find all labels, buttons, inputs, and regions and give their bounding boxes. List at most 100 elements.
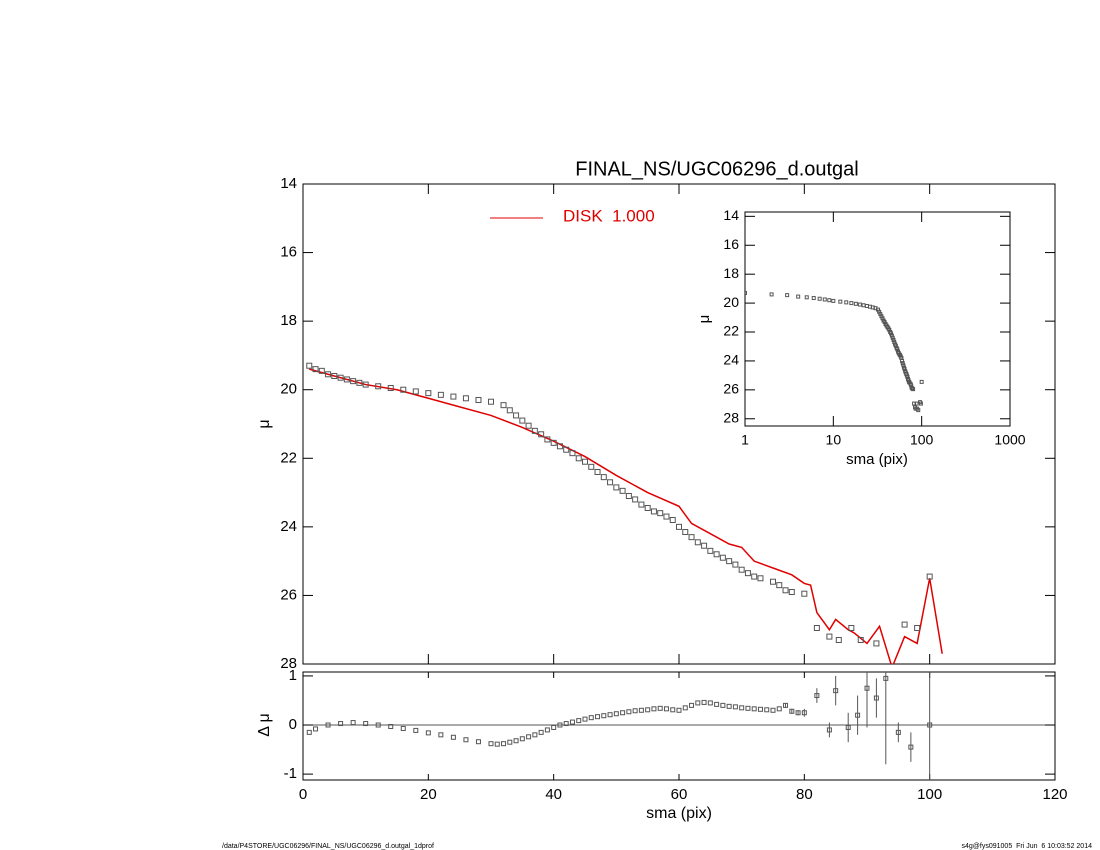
data-point xyxy=(707,547,714,554)
data-point xyxy=(594,469,601,475)
data-point xyxy=(782,587,789,594)
x-tick-label: 60 xyxy=(671,786,688,803)
data-point xyxy=(632,708,638,714)
x-tick-label: 40 xyxy=(545,786,562,803)
data-point xyxy=(914,625,921,631)
y-tick-label: 1 xyxy=(289,667,297,684)
data-point xyxy=(804,295,809,300)
y-tick-label: 18 xyxy=(723,265,739,281)
data-point xyxy=(350,720,356,726)
data-point xyxy=(849,301,854,306)
data-point xyxy=(538,431,545,438)
data-point xyxy=(313,726,319,732)
data-point xyxy=(538,729,544,735)
y-tick-label: -1 xyxy=(284,765,297,782)
data-point xyxy=(544,727,550,733)
model-line xyxy=(309,368,943,664)
legend-label: DISK 1.000 xyxy=(563,206,655,225)
data-point xyxy=(551,724,557,730)
data-point xyxy=(919,379,924,384)
data-point xyxy=(437,391,444,398)
data-point xyxy=(732,561,739,568)
data-point xyxy=(620,710,626,716)
data-point xyxy=(532,732,538,738)
data-point xyxy=(619,487,626,494)
data-point xyxy=(751,573,758,580)
data-point xyxy=(607,479,614,486)
plot-area xyxy=(745,290,924,413)
data-point xyxy=(910,386,915,391)
data-point xyxy=(751,706,757,712)
x-axis-label: sma (pix) xyxy=(646,805,712,822)
data-point xyxy=(764,707,770,713)
data-point xyxy=(513,412,520,419)
data-point xyxy=(400,386,407,393)
plot-frame xyxy=(302,671,1056,781)
data-point xyxy=(817,296,822,301)
data-point xyxy=(626,709,632,715)
data-point xyxy=(770,707,776,713)
data-point xyxy=(343,376,350,383)
data-point xyxy=(613,711,619,717)
y-axis-label: μ xyxy=(256,419,273,428)
data-point xyxy=(857,637,864,643)
data-point xyxy=(814,693,820,699)
data-point xyxy=(918,401,923,406)
data-point xyxy=(563,446,570,453)
data-point xyxy=(883,675,889,681)
data-point xyxy=(488,398,494,405)
data-point xyxy=(776,706,782,712)
data-point xyxy=(689,702,695,708)
y-tick-label: 26 xyxy=(280,586,297,603)
data-point xyxy=(363,721,369,727)
x-tick-label: 1000 xyxy=(994,432,1025,448)
data-point xyxy=(556,443,563,450)
data-point xyxy=(789,708,795,714)
data-point xyxy=(525,422,532,429)
data-point xyxy=(770,578,776,585)
x-tick-label: 100 xyxy=(910,432,934,448)
data-point xyxy=(900,358,905,363)
data-point xyxy=(701,542,708,549)
data-point xyxy=(908,744,914,750)
data-point xyxy=(831,298,836,303)
data-point xyxy=(891,337,896,342)
y-axis-label: Δ μ xyxy=(256,713,273,736)
data-point xyxy=(864,685,870,691)
y-tick-label: 20 xyxy=(280,381,297,398)
data-point xyxy=(644,505,651,511)
data-point xyxy=(901,363,906,368)
data-point xyxy=(625,493,632,499)
data-point xyxy=(911,387,916,392)
data-point xyxy=(857,302,862,307)
footer-stamp: s4g@fys091005 Fri Jun 6 10:03:52 2014 xyxy=(962,843,1093,850)
data-point xyxy=(892,340,897,345)
data-point xyxy=(513,738,519,744)
x-tick-label: 100 xyxy=(917,786,942,803)
data-point xyxy=(927,722,933,728)
data-point xyxy=(613,484,620,491)
data-point xyxy=(745,705,751,711)
data-point xyxy=(519,736,525,742)
data-point xyxy=(362,381,369,388)
y-tick-label: 26 xyxy=(723,381,739,397)
data-point xyxy=(889,331,894,336)
y-tick-label: 24 xyxy=(280,518,297,535)
data-point xyxy=(506,407,513,414)
data-point xyxy=(462,395,469,402)
y-tick-label: 22 xyxy=(280,449,297,466)
y-tick-label: 14 xyxy=(723,207,739,223)
data-point xyxy=(425,730,431,736)
data-point xyxy=(902,366,907,371)
data-point xyxy=(776,582,783,589)
data-point xyxy=(688,534,695,541)
y-tick-label: 16 xyxy=(723,236,739,252)
data-point xyxy=(714,701,720,707)
data-point xyxy=(783,702,789,708)
data-point xyxy=(438,732,444,738)
data-point xyxy=(720,702,726,708)
y-tick-label: 16 xyxy=(280,244,297,261)
data-point xyxy=(375,722,381,728)
data-point xyxy=(575,455,582,462)
data-point xyxy=(463,737,469,743)
